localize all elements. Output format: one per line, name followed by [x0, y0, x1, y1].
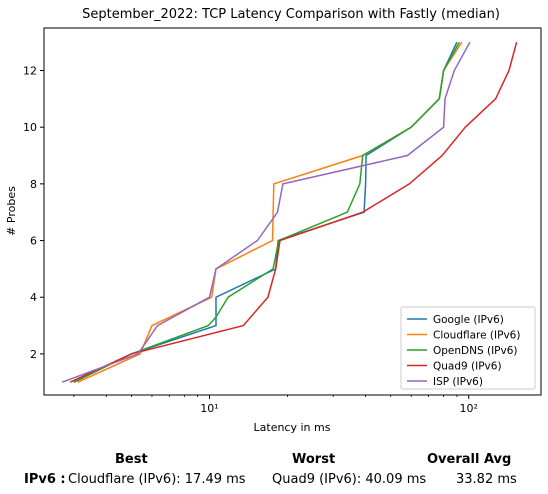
y-tick-label-4: 10 — [23, 121, 37, 134]
chart-title: September_2022: TCP Latency Comparison w… — [82, 7, 500, 22]
plot-frame — [43, 27, 542, 396]
series-layer — [61, 41, 518, 383]
legend-box — [400, 306, 536, 390]
x-tick-label-0: 10¹ — [200, 402, 218, 415]
legend-entry-1: Cloudflare (IPv6) — [433, 330, 520, 342]
series-line-2 — [73, 41, 460, 383]
latency-chart: September_2022: TCP Latency Comparison w… — [5, 7, 542, 434]
series-line-0 — [73, 41, 458, 383]
y-axis-label: # Probes — [5, 186, 18, 236]
x-tick-label-1: 10² — [460, 402, 478, 415]
y-tick-label-0: 2 — [30, 348, 37, 361]
y-tick-label-2: 6 — [30, 235, 37, 248]
footer-avg-value: 33.82 ms — [456, 472, 517, 487]
y-tick-label-1: 4 — [30, 291, 37, 304]
footer-row-label: IPv6 : — [24, 472, 66, 487]
footer-worst-value: Quad9 (IPv6): 40.09 ms — [272, 472, 427, 487]
x-axis-label: Latency in ms — [254, 421, 331, 434]
footer-avg-header: Overall Avg — [427, 452, 512, 467]
y-tick-label-5: 12 — [23, 65, 37, 78]
axis-layer: 2 4 6 8 10 12 10¹ 10² — [23, 65, 478, 415]
footer-best-header: Best — [115, 452, 148, 467]
legend: Google (IPv6) Cloudflare (IPv6) OpenDNS (I… — [400, 306, 536, 390]
legend-entry-4: ISP (IPv6) — [433, 376, 483, 388]
footer-worst-header: Worst — [292, 452, 336, 467]
series-line-4 — [61, 41, 471, 383]
legend-entry-2: OpenDNS (IPv6) — [433, 345, 518, 357]
series-line-3 — [69, 42, 518, 383]
footer-best-value: Cloudflare (IPv6): 17.49 ms — [68, 472, 246, 487]
legend-entry-0: Google (IPv6) — [433, 314, 504, 326]
legend-entry-3: Quad9 (IPv6) — [433, 361, 502, 373]
y-tick-label-3: 8 — [30, 178, 37, 191]
